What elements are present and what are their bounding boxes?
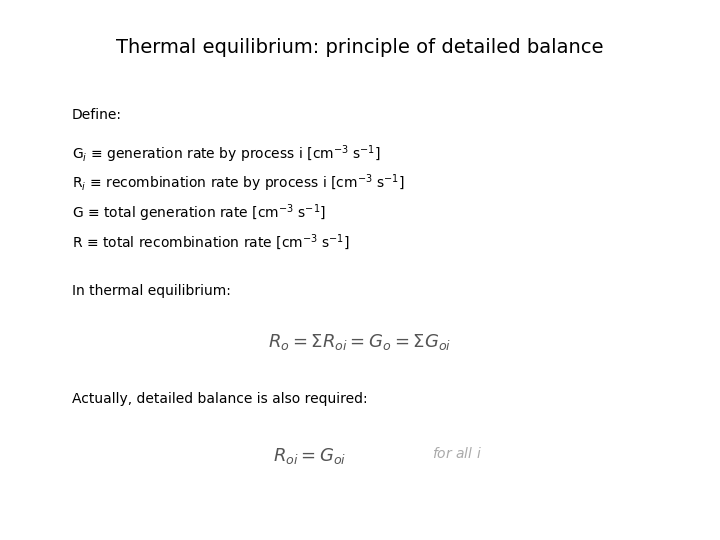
Text: G$_i$ ≡ generation rate by process i [cm$^{-3}$ s$^{-1}$]: G$_i$ ≡ generation rate by process i [cm… [72,143,381,165]
Text: In thermal equilibrium:: In thermal equilibrium: [72,284,231,298]
Text: for all $i$: for all $i$ [432,446,482,461]
Text: Actually, detailed balance is also required:: Actually, detailed balance is also requi… [72,392,368,406]
Text: R$_i$ ≡ recombination rate by process i [cm$^{-3}$ s$^{-1}$]: R$_i$ ≡ recombination rate by process i … [72,173,405,194]
Text: Thermal equilibrium: principle of detailed balance: Thermal equilibrium: principle of detail… [116,38,604,57]
Text: $R_{oi} = G_{oi}$: $R_{oi} = G_{oi}$ [273,446,346,465]
Text: Define:: Define: [72,108,122,122]
Text: R ≡ total recombination rate [cm$^{-3}$ s$^{-1}$]: R ≡ total recombination rate [cm$^{-3}$ … [72,232,350,252]
Text: G ≡ total generation rate [cm$^{-3}$ s$^{-1}$]: G ≡ total generation rate [cm$^{-3}$ s$^… [72,202,326,224]
Text: $R_o = \Sigma R_{oi} = G_o = \Sigma G_{oi}$: $R_o = \Sigma R_{oi} = G_o = \Sigma G_{o… [269,332,451,352]
